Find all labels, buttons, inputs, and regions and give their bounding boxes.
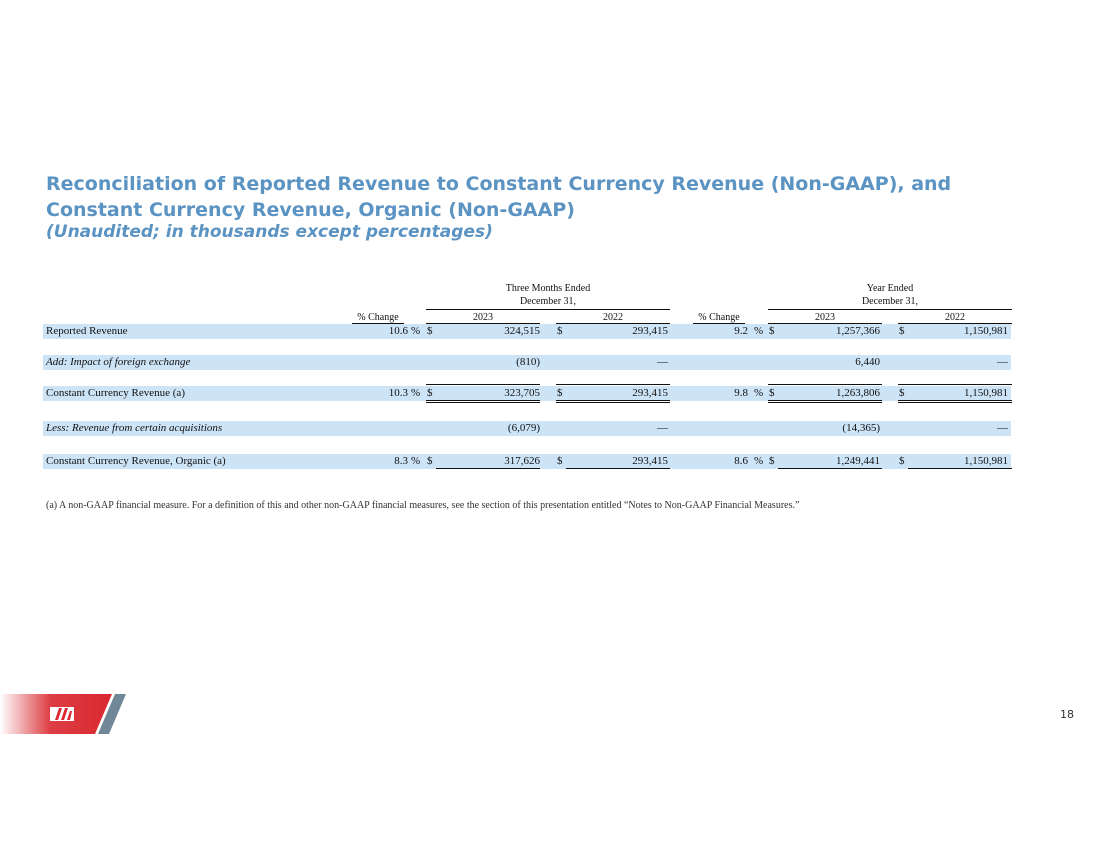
row-label: Reported Revenue — [46, 325, 128, 337]
y-2022-value: — — [997, 422, 1008, 434]
pct-change-header-y: % Change — [698, 312, 740, 323]
y-pct-symbol: % — [754, 325, 764, 337]
q-2022-dollar: $ — [557, 455, 563, 467]
y-pct-change: 9.2 — [734, 325, 748, 337]
subtotal-rule-q2023-bottom — [426, 400, 540, 403]
q-2023-value: 323,705 — [504, 387, 540, 399]
y-2022-value: 1,150,981 — [964, 325, 1008, 337]
page-number: 18 — [1060, 708, 1074, 721]
table-row-fx-impact: Add: Impact of foreign exchange (810) — … — [43, 355, 1011, 370]
three-months-header-line2: December 31, — [519, 296, 577, 307]
y-2023-dollar: $ — [769, 325, 775, 337]
y-2023-value: 6,440 — [855, 356, 880, 368]
subtotal-rule-q2022-top — [556, 384, 670, 385]
y-2022-value: — — [997, 356, 1008, 368]
company-logo — [0, 694, 126, 734]
subtotal-rule-y2022-bottom — [898, 400, 1012, 403]
row-label: Less: Revenue from certain acquisitions — [46, 422, 223, 434]
y-pct-change: 8.6 — [734, 455, 748, 467]
table-row-constant-currency: Constant Currency Revenue (a) 10.3 % $ 3… — [43, 386, 1011, 401]
subtotal-rule-y2022-top — [898, 384, 1012, 385]
table-row-organic: Constant Currency Revenue, Organic (a) 8… — [43, 454, 1011, 469]
q-2022-value: — — [657, 356, 668, 368]
table-row-acquisitions: Less: Revenue from certain acquisitions … — [43, 421, 1011, 436]
q-pct-symbol: % — [411, 387, 421, 399]
q-2022-value: 293,415 — [632, 387, 668, 399]
subtotal-rule-q2023-top — [426, 384, 540, 385]
row-label: Constant Currency Revenue (a) — [46, 387, 185, 399]
y2023-rule — [768, 323, 882, 324]
pct-change-rule-q — [352, 323, 404, 324]
q-2023-value: (6,079) — [507, 422, 540, 434]
q-pct-change: 10.3 — [388, 387, 408, 399]
total-rule-q2023 — [436, 468, 540, 469]
subtotal-rule-y2023-top — [768, 384, 882, 385]
q-pct-symbol: % — [411, 325, 421, 337]
subtotal-rule-y2023-bottom — [768, 400, 882, 403]
q-2022-value: 293,415 — [632, 455, 668, 467]
q2022-rule — [556, 323, 670, 324]
q2023-header: 2023 — [473, 312, 493, 323]
total-rule-q2022 — [566, 468, 670, 469]
q-pct-change: 8.3 — [394, 455, 408, 467]
q2023-rule — [426, 323, 540, 324]
y2022-rule — [898, 323, 1012, 324]
pct-change-header-q: % Change — [357, 312, 399, 323]
q-2022-value: — — [657, 422, 668, 434]
y-2022-value: 1,150,981 — [964, 387, 1008, 399]
y-2023-value: 1,263,806 — [836, 387, 880, 399]
y-pct-change: 9.8 — [734, 387, 748, 399]
pct-change-rule-y — [693, 323, 745, 324]
y-pct-symbol: % — [754, 455, 764, 467]
three-months-header-line1: Three Months Ended — [505, 283, 591, 294]
q-2023-dollar: $ — [427, 387, 433, 399]
q-2022-dollar: $ — [557, 325, 563, 337]
y-2023-dollar: $ — [769, 455, 775, 467]
subtotal-rule-q2022-bottom — [556, 400, 670, 403]
q-2022-dollar: $ — [557, 387, 563, 399]
table-row-reported-revenue: Reported Revenue 10.6 % $ 324,515 $ 293,… — [43, 324, 1011, 339]
total-rule-y2022 — [908, 468, 1012, 469]
q-pct-symbol: % — [411, 455, 421, 467]
y-2023-value: (14,365) — [842, 422, 880, 434]
y-2022-dollar: $ — [899, 387, 905, 399]
q-2022-value: 293,415 — [632, 325, 668, 337]
q-2023-dollar: $ — [427, 325, 433, 337]
y-2023-value: 1,257,366 — [836, 325, 880, 337]
q-2023-value: (810) — [516, 356, 540, 368]
page-title: Reconciliation of Reported Revenue to Co… — [46, 173, 952, 221]
year-header-rule — [768, 309, 1012, 310]
q2022-header: 2022 — [603, 312, 623, 323]
y-2023-value: 1,249,441 — [836, 455, 880, 467]
y-2022-value: 1,150,981 — [964, 455, 1008, 467]
row-label: Add: Impact of foreign exchange — [46, 356, 191, 368]
year-header-line1: Year Ended — [866, 283, 914, 294]
y-pct-symbol: % — [754, 387, 764, 399]
three-months-header-rule — [426, 309, 670, 310]
q-2023-value: 317,626 — [504, 455, 540, 467]
q-2023-dollar: $ — [427, 455, 433, 467]
footnote: (a) A non-GAAP financial measure. For a … — [46, 500, 800, 511]
y2023-header: 2023 — [815, 312, 835, 323]
y-2023-dollar: $ — [769, 387, 775, 399]
row-label: Constant Currency Revenue, Organic (a) — [46, 455, 226, 467]
y-2022-dollar: $ — [899, 455, 905, 467]
year-header-line2: December 31, — [861, 296, 919, 307]
page-subtitle: (Unaudited; in thousands except percenta… — [46, 222, 493, 242]
y2022-header: 2022 — [945, 312, 965, 323]
total-rule-y2023 — [778, 468, 882, 469]
y-2022-dollar: $ — [899, 325, 905, 337]
q-pct-change: 10.6 — [388, 325, 408, 337]
q-2023-value: 324,515 — [504, 325, 540, 337]
